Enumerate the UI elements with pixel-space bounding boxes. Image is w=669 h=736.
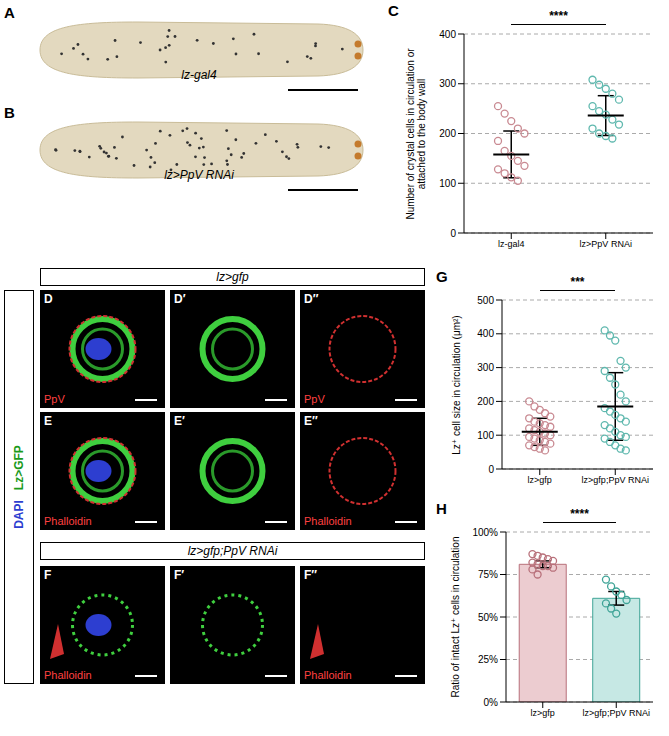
html-text:F′: F′ xyxy=(174,568,185,582)
svg-text:lz>gfp: lz>gfp xyxy=(528,475,552,485)
html-text:lz-gal4: lz-gal4 xyxy=(181,68,217,82)
html-text:D: D xyxy=(44,292,53,306)
html-text:C: C xyxy=(388,2,399,19)
svg-text:500: 500 xyxy=(477,295,494,306)
html-text:Number of crystal cells in cir: Number of crystal cells in circulation o… xyxy=(403,47,426,220)
svg-text:50%: 50% xyxy=(478,612,498,623)
svg-text:100%: 100% xyxy=(472,527,498,538)
html-text:B: B xyxy=(4,104,15,121)
html-text:Phalloidin: Phalloidin xyxy=(304,515,352,527)
html-text:DAPI: DAPI xyxy=(12,500,26,529)
svg-text:300: 300 xyxy=(477,362,494,373)
html-text:D″: D″ xyxy=(304,292,319,306)
html-text:PpV: PpV xyxy=(304,393,325,405)
svg-text:lz>gfp: lz>gfp xyxy=(531,708,555,718)
svg-text:lz-gal4: lz-gal4 xyxy=(498,239,525,249)
html-text:E″: E″ xyxy=(304,414,318,428)
html-text:lz>gfp: lz>gfp xyxy=(216,270,249,284)
svg-text:75%: 75% xyxy=(478,569,498,580)
svg-text:200: 200 xyxy=(477,396,494,407)
html-text:Lz>GFP: Lz>GFP xyxy=(12,445,26,491)
svg-text:400: 400 xyxy=(477,328,494,339)
html-text:PpV: PpV xyxy=(44,393,65,405)
html-text:F″: F″ xyxy=(304,568,318,582)
svg-text:0%: 0% xyxy=(484,697,499,708)
svg-text:25%: 25% xyxy=(478,654,498,665)
html-text:G: G xyxy=(436,268,448,285)
html-text:Phalloidin: Phalloidin xyxy=(44,515,92,527)
html-text:Ratio of intact Lz⁺ cells in c: Ratio of intact Lz⁺ cells in circulation xyxy=(450,536,462,698)
svg-text:lz>gfp;PpV RNAi: lz>gfp;PpV RNAi xyxy=(582,475,649,485)
svg-text:lz>PpV RNAi: lz>PpV RNAi xyxy=(580,239,632,249)
html-text:Phalloidin: Phalloidin xyxy=(304,669,352,681)
svg-text:200: 200 xyxy=(439,128,456,139)
html-text:lz>gfp;PpV RNAi: lz>gfp;PpV RNAi xyxy=(187,544,278,558)
svg-text:100: 100 xyxy=(477,430,494,441)
svg-text:0: 0 xyxy=(450,228,456,239)
html-text:H: H xyxy=(436,500,447,517)
html-text:F: F xyxy=(44,568,52,582)
svg-text:300: 300 xyxy=(439,78,456,89)
html-text:lz>PpV RNAi: lz>PpV RNAi xyxy=(164,168,234,182)
svg-text:400: 400 xyxy=(439,29,456,40)
html-text:E: E xyxy=(44,414,52,428)
html-text:Phalloidin: Phalloidin xyxy=(44,669,92,681)
html-text:Lz⁺ cell size in circulation (: Lz⁺ cell size in circulation (μm²) xyxy=(450,314,462,455)
html-text:A: A xyxy=(4,4,15,21)
svg-text:lz>gfp;PpV RNAi: lz>gfp;PpV RNAi xyxy=(583,708,650,718)
svg-text:0: 0 xyxy=(488,464,494,475)
svg-text:100: 100 xyxy=(439,178,456,189)
html-text:E′: E′ xyxy=(174,414,185,428)
html-text:D′: D′ xyxy=(174,292,186,306)
